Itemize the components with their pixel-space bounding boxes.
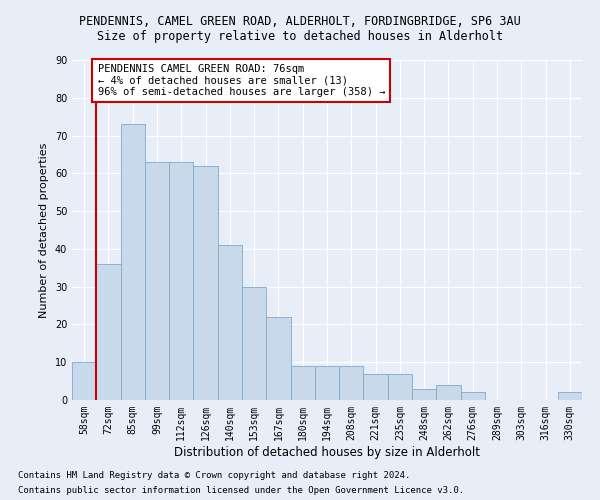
Text: Contains public sector information licensed under the Open Government Licence v3: Contains public sector information licen… — [18, 486, 464, 495]
Bar — [193, 166, 218, 400]
Y-axis label: Number of detached properties: Number of detached properties — [39, 142, 49, 318]
Text: Contains HM Land Registry data © Crown copyright and database right 2024.: Contains HM Land Registry data © Crown c… — [18, 471, 410, 480]
Text: PENDENNIS, CAMEL GREEN ROAD, ALDERHOLT, FORDINGBRIDGE, SP6 3AU: PENDENNIS, CAMEL GREEN ROAD, ALDERHOLT, … — [79, 15, 521, 28]
X-axis label: Distribution of detached houses by size in Alderholt: Distribution of detached houses by size … — [174, 446, 480, 458]
Bar — [145, 162, 169, 400]
Bar — [169, 162, 193, 400]
Bar — [96, 264, 121, 400]
Bar — [388, 374, 412, 400]
Bar — [72, 362, 96, 400]
Bar — [121, 124, 145, 400]
Bar — [315, 366, 339, 400]
Text: PENDENNIS CAMEL GREEN ROAD: 76sqm
← 4% of detached houses are smaller (13)
96% o: PENDENNIS CAMEL GREEN ROAD: 76sqm ← 4% o… — [97, 64, 385, 97]
Bar — [461, 392, 485, 400]
Bar — [412, 388, 436, 400]
Bar — [290, 366, 315, 400]
Bar — [242, 286, 266, 400]
Bar — [364, 374, 388, 400]
Bar — [436, 385, 461, 400]
Bar — [339, 366, 364, 400]
Bar — [558, 392, 582, 400]
Bar — [218, 245, 242, 400]
Bar — [266, 317, 290, 400]
Text: Size of property relative to detached houses in Alderholt: Size of property relative to detached ho… — [97, 30, 503, 43]
